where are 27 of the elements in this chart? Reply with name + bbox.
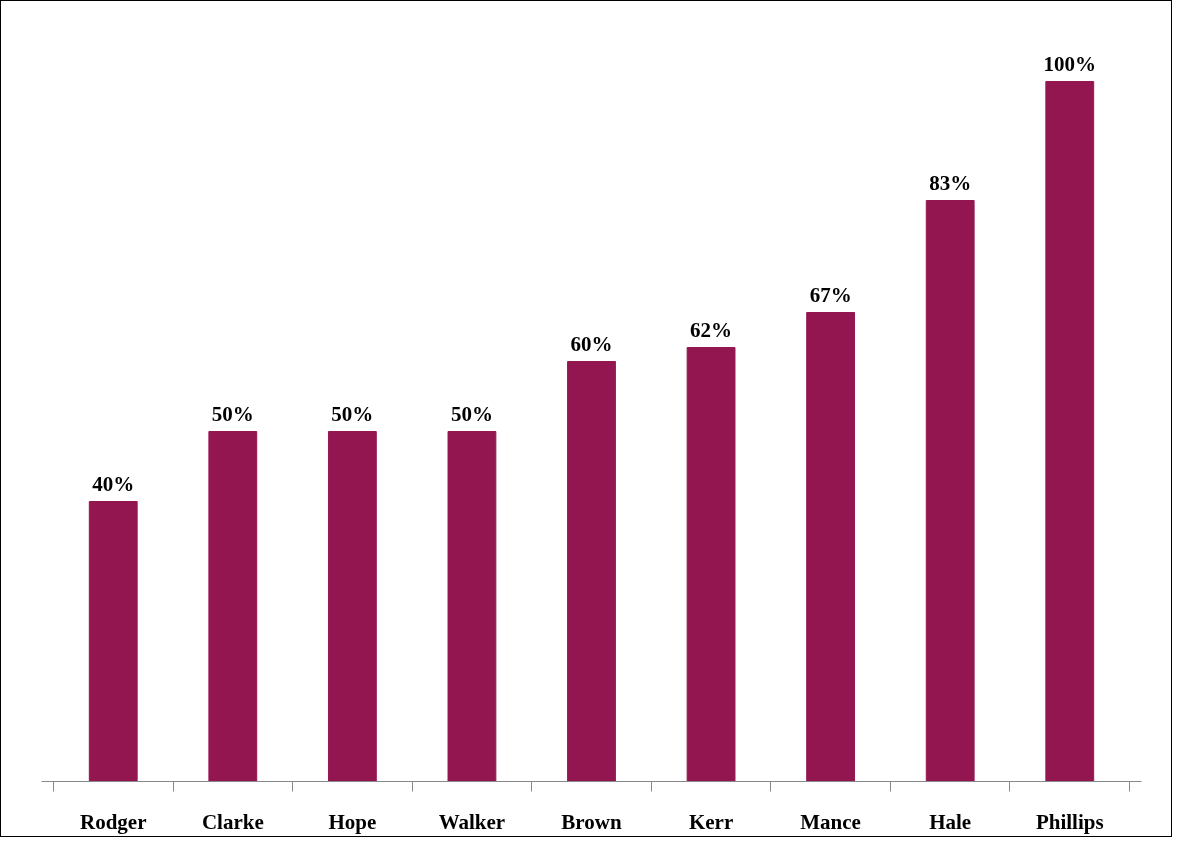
bar (567, 361, 616, 782)
bar (1045, 81, 1095, 782)
bar (327, 431, 377, 782)
bar (806, 312, 856, 782)
data-label: 50% (211, 401, 254, 426)
data-label: 60% (570, 331, 613, 356)
x-tick-label: Brown (561, 809, 622, 834)
bar (88, 501, 138, 782)
data-label: 62% (690, 317, 733, 342)
x-tick-label: Walker (438, 809, 506, 834)
data-label: 50% (331, 401, 374, 426)
x-tick-label: Mance (800, 809, 861, 834)
x-tick-label: Hope (328, 809, 377, 834)
bar (925, 200, 975, 782)
bar (447, 431, 497, 782)
x-tick-label: Clarke (201, 809, 264, 834)
data-label: 83% (929, 170, 972, 195)
bar (208, 431, 258, 782)
data-label: 100% (1043, 51, 1097, 76)
data-label: 67% (809, 282, 852, 307)
x-tick-label: Rodger (80, 809, 147, 834)
x-tick-label: Kerr (688, 809, 734, 834)
data-label: 40% (92, 471, 135, 496)
bar (686, 347, 736, 782)
x-tick-label: Hale (929, 809, 972, 834)
data-label: 50% (450, 401, 493, 426)
x-tick-label: Phillips (1035, 809, 1104, 834)
